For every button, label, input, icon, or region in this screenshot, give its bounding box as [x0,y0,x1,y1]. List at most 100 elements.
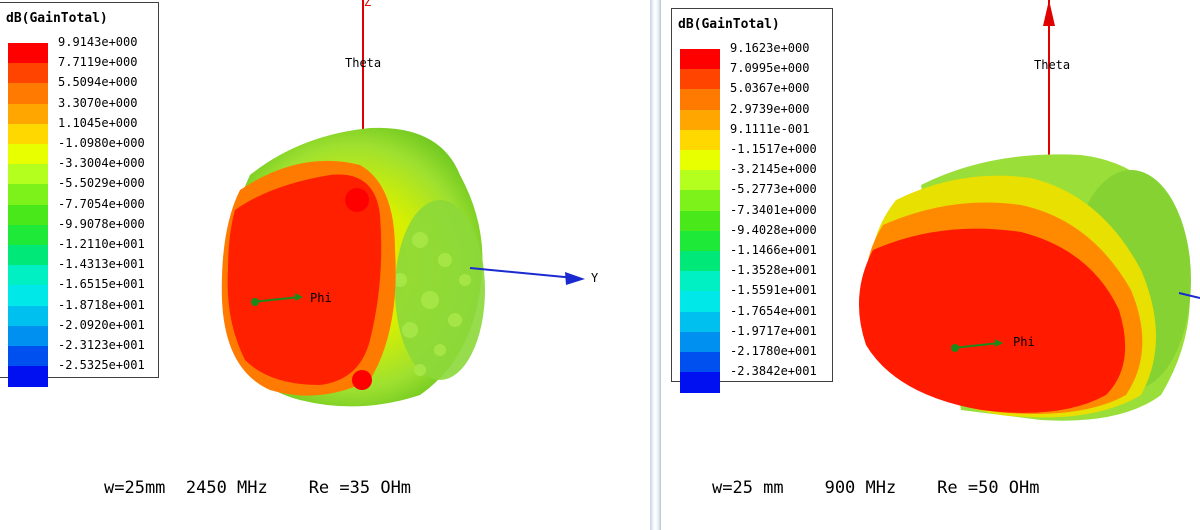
legend-tick-label: -3.3004e+000 [58,156,145,171]
legend-tick-label: -2.0920e+001 [58,317,145,332]
legend-tick-label: -1.5591e+001 [730,283,817,298]
right-caption: w=25 mm 900 MHz Re =50 OHm [712,478,1040,498]
legend-swatch [680,271,720,292]
legend-swatch [8,305,48,327]
theta-label: Theta [1034,58,1070,72]
legend-tick-label: -1.2110e+001 [58,237,145,251]
legend-tick-label: -1.6515e+001 [58,277,145,292]
pattern-hotspot-bottom [352,370,372,390]
legend-tick-label: -1.3528e+001 [730,263,817,278]
legend-swatch [680,89,720,111]
legend-tick-label: -2.3123e+001 [58,338,145,352]
legend-swatch [8,103,48,125]
legend-tick-label: -1.8718e+001 [58,297,145,312]
legend-swatch [680,170,720,191]
pattern-bumps [393,232,471,376]
legend-tick-label: 7.0995e+000 [730,61,810,76]
pattern-red-lobe [227,174,382,385]
legend-tick-label: -2.3842e+001 [730,364,817,379]
legend-tick-label: 9.1623e+000 [730,41,810,55]
legend-tick-label: -1.7654e+001 [730,303,817,318]
legend-swatch [8,325,48,347]
z-axis-arrow [1043,0,1055,26]
legend-tick-label: -5.2773e+000 [730,182,817,197]
legend-swatch [680,190,720,212]
legend-swatch [680,372,720,393]
legend-tick-label: 9.9143e+000 [58,35,138,49]
legend-tick-label: -5.5029e+000 [58,176,145,191]
legend-tick-label: -2.1780e+001 [730,344,817,358]
y-axis-label: Y [591,271,599,285]
legend-swatch [680,291,720,313]
theta-label: Theta [345,56,381,70]
legend-swatch [680,210,720,232]
legend-swatch [8,164,48,185]
window-divider [650,0,661,530]
legend-swatch [8,123,48,145]
phi-origin [951,344,959,352]
legend-tick-label: 7.7119e+000 [58,55,138,70]
legend-swatch [8,204,48,226]
legend-title: dB(GainTotal) [6,11,108,26]
legend-tick-label: -1.0980e+000 [58,136,145,150]
legend-swatch [680,352,720,373]
pattern-red-lobe [858,228,1126,413]
legend-swatch [680,49,720,70]
legend-tick-label: -3.2145e+000 [730,162,817,177]
phi-arrow [295,293,303,301]
legend-tick-label: -1.1466e+001 [730,243,817,257]
phi-marker [952,342,1000,349]
legend-tick-label: 5.0367e+000 [730,81,810,96]
color-legend: dB(GainTotal) 9.1623e+000 7.0995e+000 5.03… [671,8,833,393]
legend-tick-label: -9.9078e+000 [58,216,145,231]
legend-tick-label: -7.3401e+000 [730,202,817,217]
legend-swatch [8,63,48,84]
legend-swatch [8,366,48,387]
left-pattern-panel: Z Theta Y Phi dB(GainTotal) 9.9143e+000 7… [0,0,599,498]
z-axis-label: Z [364,0,371,9]
legend-title: dB(GainTotal) [678,17,780,32]
legend-tick-label: -1.4313e+001 [58,257,145,272]
left-radiation-pattern: Z Theta Y Phi [221,0,599,407]
legend-swatch [8,43,48,64]
legend-swatch [680,230,720,252]
color-legend: dB(GainTotal) 9.9143e+000 7.7119e+000 5.50… [0,2,159,387]
legend-tick-label: -9.4028e+000 [730,222,817,237]
y-axis-arrow [565,272,585,285]
legend-tick-label: -1.1517e+000 [730,142,817,156]
legend-swatch [680,251,720,272]
legend-tick-label: 3.3070e+000 [58,95,138,110]
legend-swatch [8,285,48,307]
phi-origin [251,298,259,306]
phi-label: Phi [310,291,332,305]
legend-tick-label: 5.5094e+000 [58,75,138,90]
phi-marker [251,296,301,303]
legend-swatch [680,109,720,131]
legend-swatch [8,184,48,206]
legend-tick-label: 1.1045e+000 [58,115,138,130]
right-pattern-panel: Theta Phi dB(GainTotal) 9.1623e+000 7.099… [661,0,1200,530]
legend-tick-label: -1.9717e+001 [730,323,817,338]
legend-swatch [8,265,48,286]
legend-swatch [8,346,48,367]
legend-swatch [680,69,720,90]
y-axis-line [1178,292,1200,299]
legend-swatch [8,224,48,246]
legend-swatch [8,83,48,105]
legend-tick-label: -7.7054e+000 [58,196,145,211]
phi-arrow [995,339,1003,347]
phi-label: Phi [1013,335,1035,349]
y-axis-line [469,267,576,279]
legend-swatch [680,311,720,333]
left-caption: w=25mm 2450 MHz Re =35 OHm [104,478,412,498]
legend-tick-label: 9.1111e-001 [730,121,810,136]
legend-swatch [8,245,48,266]
legend-swatch [8,144,48,165]
legend-swatch [680,150,720,171]
legend-swatch [680,129,720,151]
legend-tick-label: 2.9739e+000 [730,101,810,116]
right-radiation-pattern: Theta Phi [858,0,1200,421]
pattern-hotspot-top [345,188,369,212]
legend-tick-label: -2.5325e+001 [58,358,145,373]
legend-swatch [680,331,720,353]
